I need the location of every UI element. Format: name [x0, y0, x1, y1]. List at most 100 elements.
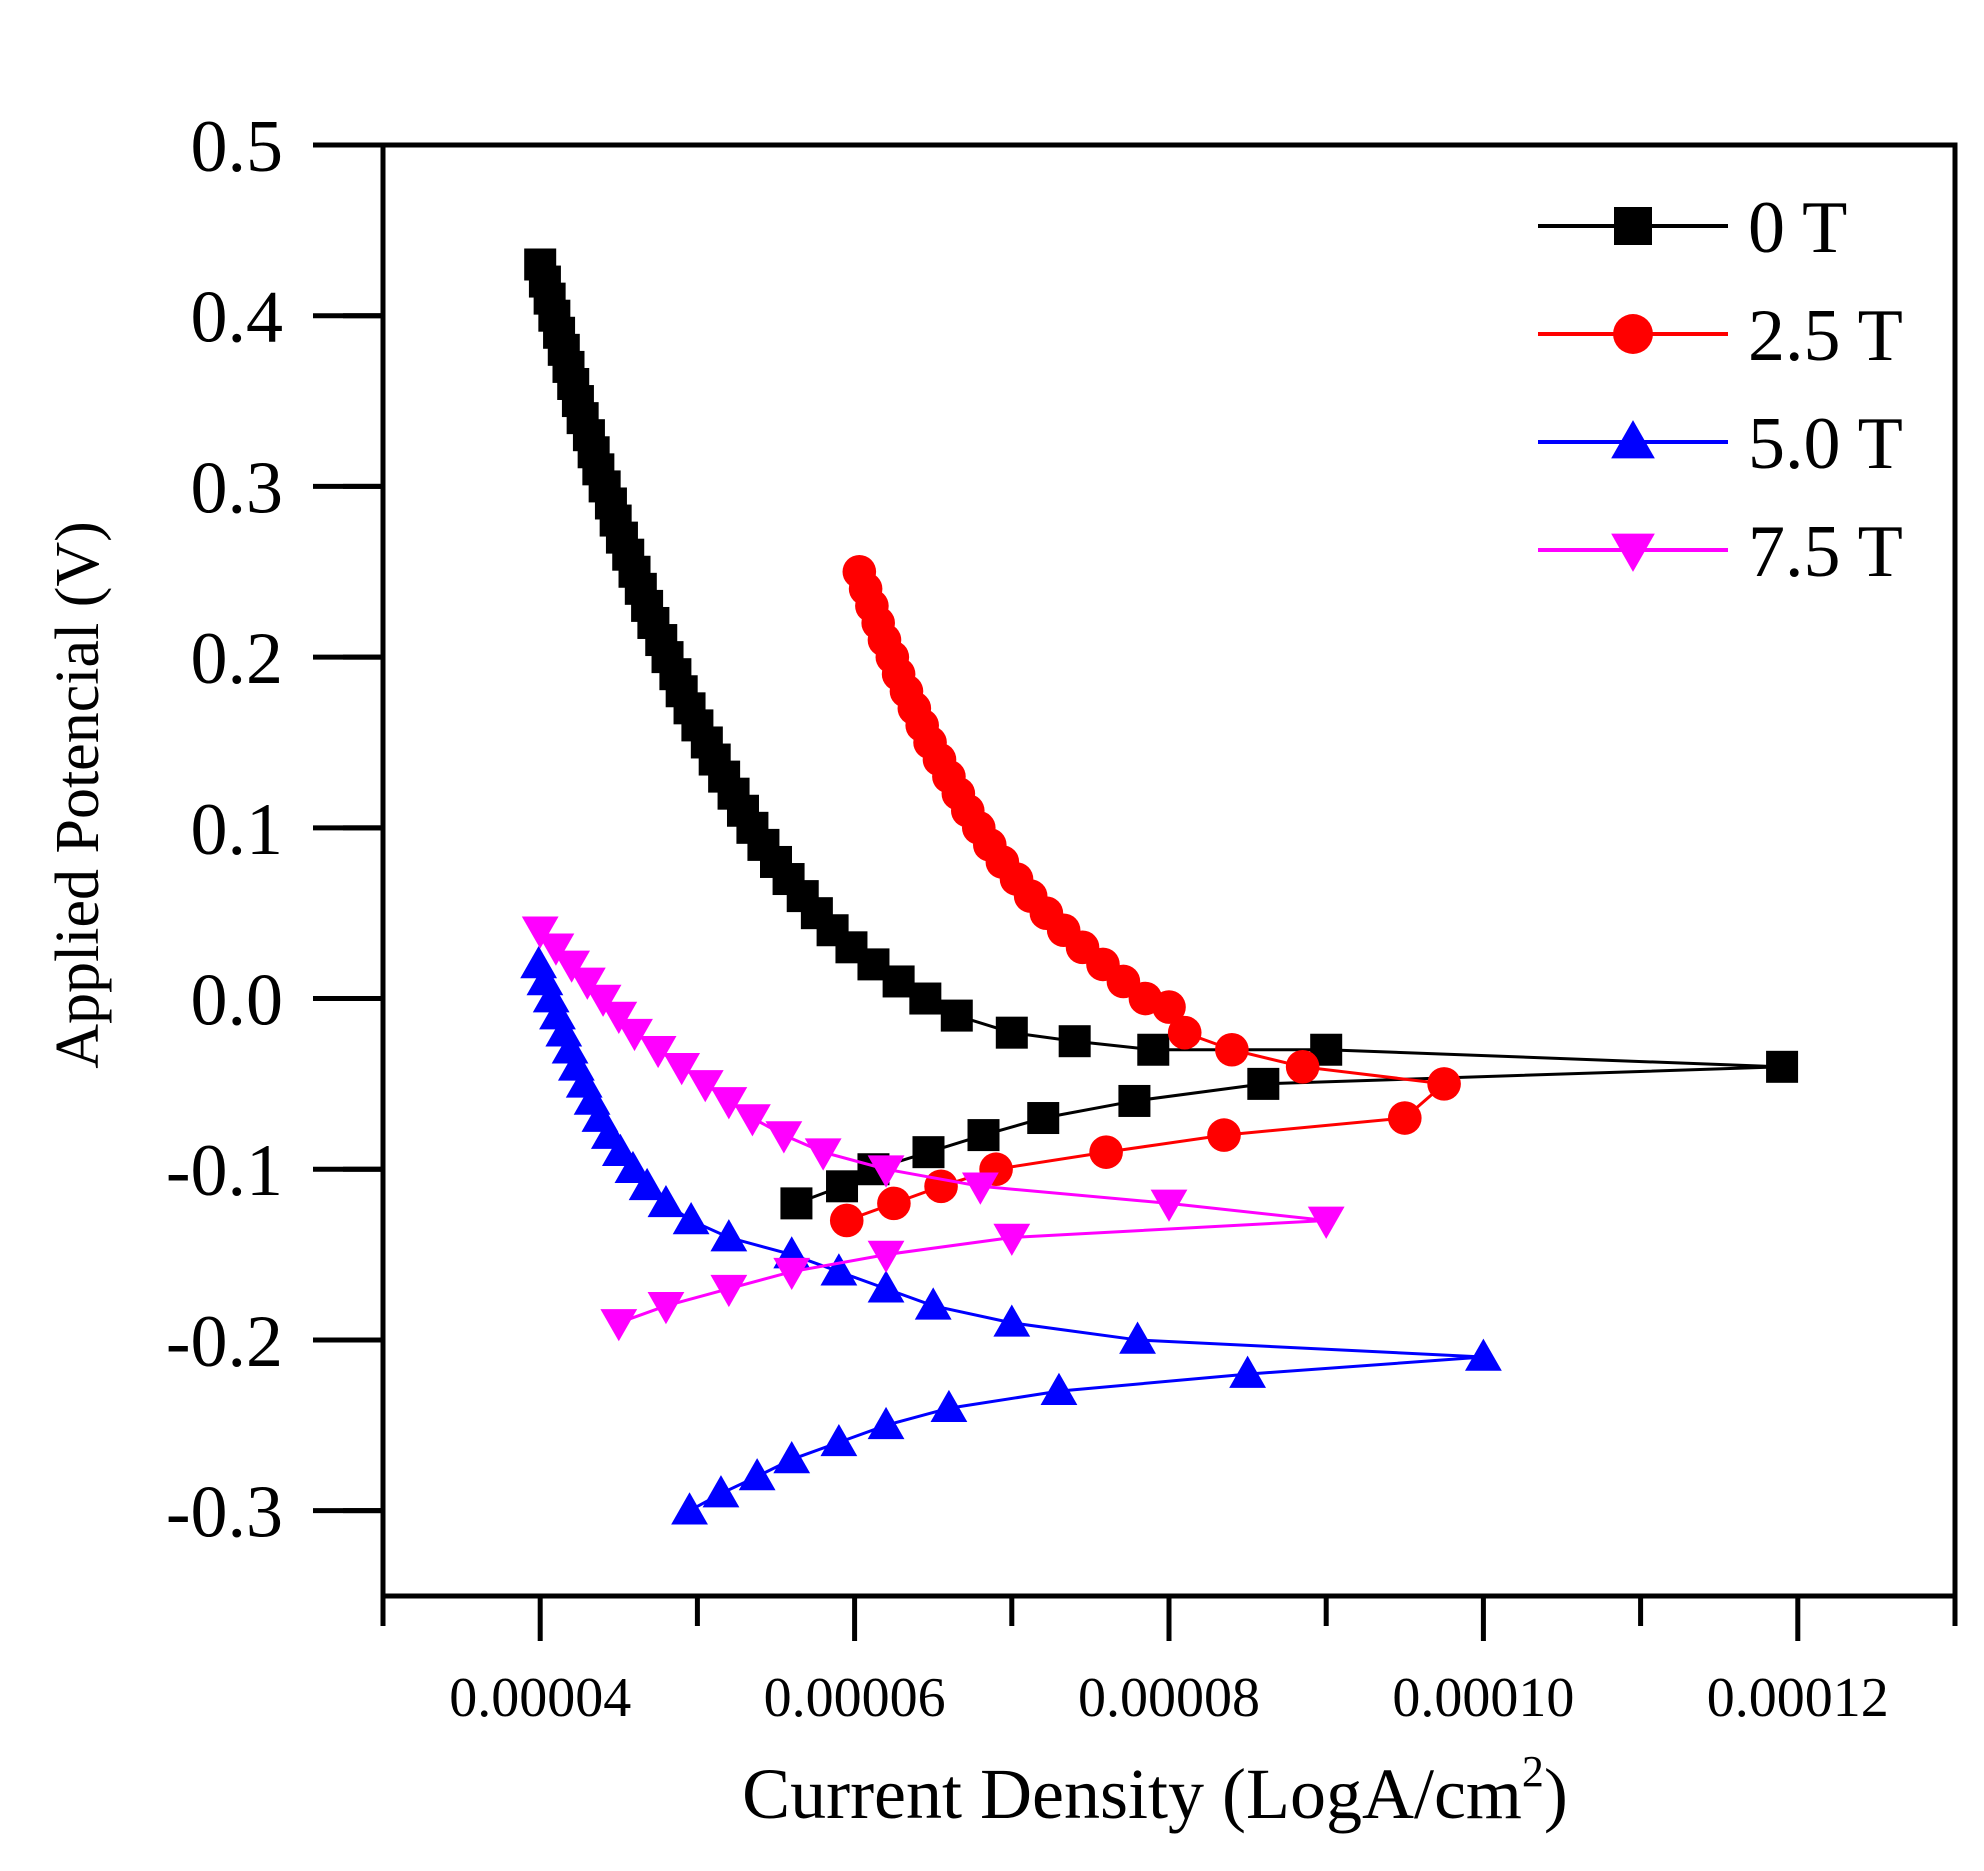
data-point — [930, 1389, 968, 1423]
data-point — [537, 933, 575, 966]
data-point — [993, 1223, 1031, 1256]
x-tick-label: 0.00008 — [1078, 1667, 1260, 1729]
data-point — [663, 1053, 701, 1086]
data-point — [773, 1257, 811, 1291]
data-point — [1027, 1102, 1060, 1135]
data-point — [882, 965, 915, 998]
y-tick-label: 0.3 — [191, 447, 284, 529]
data-point — [1167, 1015, 1202, 1050]
legend-entry: 7.5 T — [1538, 511, 1903, 593]
data-point — [1388, 1101, 1422, 1135]
legend-entry: 5.0 T — [1538, 403, 1903, 485]
data-point — [1207, 1118, 1241, 1152]
data-point — [993, 1304, 1031, 1337]
series-0-t — [524, 248, 1799, 1220]
data-point — [639, 1035, 677, 1069]
data-point — [672, 1202, 710, 1235]
data-point — [780, 1187, 813, 1220]
data-point — [914, 1287, 952, 1320]
legend-marker — [1611, 420, 1655, 459]
data-point — [1247, 1067, 1280, 1100]
y-tick-label: -0.3 — [166, 1472, 283, 1554]
data-point — [1118, 1084, 1151, 1117]
series-2-5-t — [829, 554, 1461, 1238]
data-point — [1058, 1025, 1091, 1058]
data-point — [1040, 1372, 1078, 1405]
data-point — [867, 1240, 905, 1273]
data-point — [553, 950, 591, 983]
data-point — [820, 1423, 858, 1457]
data-point — [961, 1172, 999, 1205]
data-point — [877, 1186, 911, 1221]
data-point — [1089, 1135, 1123, 1169]
legend-marker — [1614, 207, 1652, 245]
data-point — [1229, 1355, 1266, 1388]
data-point — [600, 1001, 638, 1034]
y-tick-label: 0.4 — [191, 277, 284, 359]
series-5-0-t — [520, 945, 1502, 1525]
data-point — [765, 1121, 803, 1154]
x-axis-title-superscript: 2 — [1522, 1747, 1544, 1796]
data-point — [521, 916, 559, 949]
data-point — [738, 1458, 776, 1491]
data-point — [967, 1119, 1000, 1152]
data-point — [912, 1136, 945, 1169]
data-point — [829, 1203, 864, 1238]
data-point — [616, 1018, 653, 1052]
data-point — [1137, 1033, 1170, 1066]
data-point — [686, 1070, 724, 1103]
data-point — [995, 1016, 1028, 1049]
x-tick-label: 0.00004 — [449, 1667, 631, 1729]
x-axis-title-main: Current Density (LogA/cm — [742, 1754, 1522, 1834]
y-tick-label: 0.2 — [191, 618, 284, 700]
data-point — [1285, 1050, 1320, 1084]
data-point — [568, 967, 606, 1000]
data-point — [710, 1274, 748, 1308]
data-point — [628, 1167, 666, 1201]
data-point — [820, 1253, 858, 1286]
legend-marker — [1613, 314, 1653, 354]
data-point — [584, 984, 622, 1017]
legend-label: 5.0 T — [1748, 403, 1903, 485]
data-point — [1215, 1032, 1249, 1067]
y-tick-label: 0.5 — [191, 106, 284, 188]
x-axis-title: Current Density (LogA/cm2) — [742, 1747, 1568, 1834]
data-point — [1307, 1206, 1345, 1239]
x-axis-title-close: ) — [1544, 1754, 1568, 1834]
legend: 0 T 2.5 T 5.0 T 7.5 T — [1538, 187, 1903, 593]
data-point — [804, 1138, 842, 1171]
data-point — [1465, 1338, 1502, 1371]
data-point — [614, 1150, 652, 1184]
data-point — [826, 1170, 859, 1203]
y-tick-label: 0.0 — [191, 960, 284, 1042]
data-point — [909, 982, 942, 1015]
data-point — [940, 999, 973, 1032]
y-tick-label: 0.1 — [191, 789, 284, 871]
legend-label: 0 T — [1748, 187, 1847, 269]
data-point — [647, 1292, 685, 1325]
data-point — [867, 1406, 905, 1440]
series-7-5-t — [521, 916, 1345, 1342]
data-point — [1427, 1067, 1461, 1101]
y-tick-label: -0.2 — [166, 1301, 283, 1383]
data-point — [671, 1492, 708, 1525]
series-layer — [520, 248, 1799, 1525]
x-tick-label: 0.00006 — [764, 1667, 946, 1729]
legend-label: 2.5 T — [1748, 295, 1903, 377]
data-point — [600, 1309, 638, 1342]
y-axis-title: Applied Potencial (V) — [44, 521, 112, 1069]
legend-label: 7.5 T — [1748, 511, 1903, 593]
data-point — [867, 1270, 905, 1303]
legend-marker — [1611, 533, 1655, 572]
data-point — [702, 1475, 740, 1508]
y-tick-label: -0.1 — [166, 1130, 283, 1212]
data-point — [773, 1441, 811, 1474]
legend-entry: 2.5 T — [1538, 295, 1903, 377]
data-point — [1766, 1050, 1799, 1083]
data-point — [1152, 990, 1186, 1024]
data-point — [867, 1155, 905, 1188]
data-point — [647, 1184, 685, 1218]
data-point — [710, 1087, 748, 1120]
